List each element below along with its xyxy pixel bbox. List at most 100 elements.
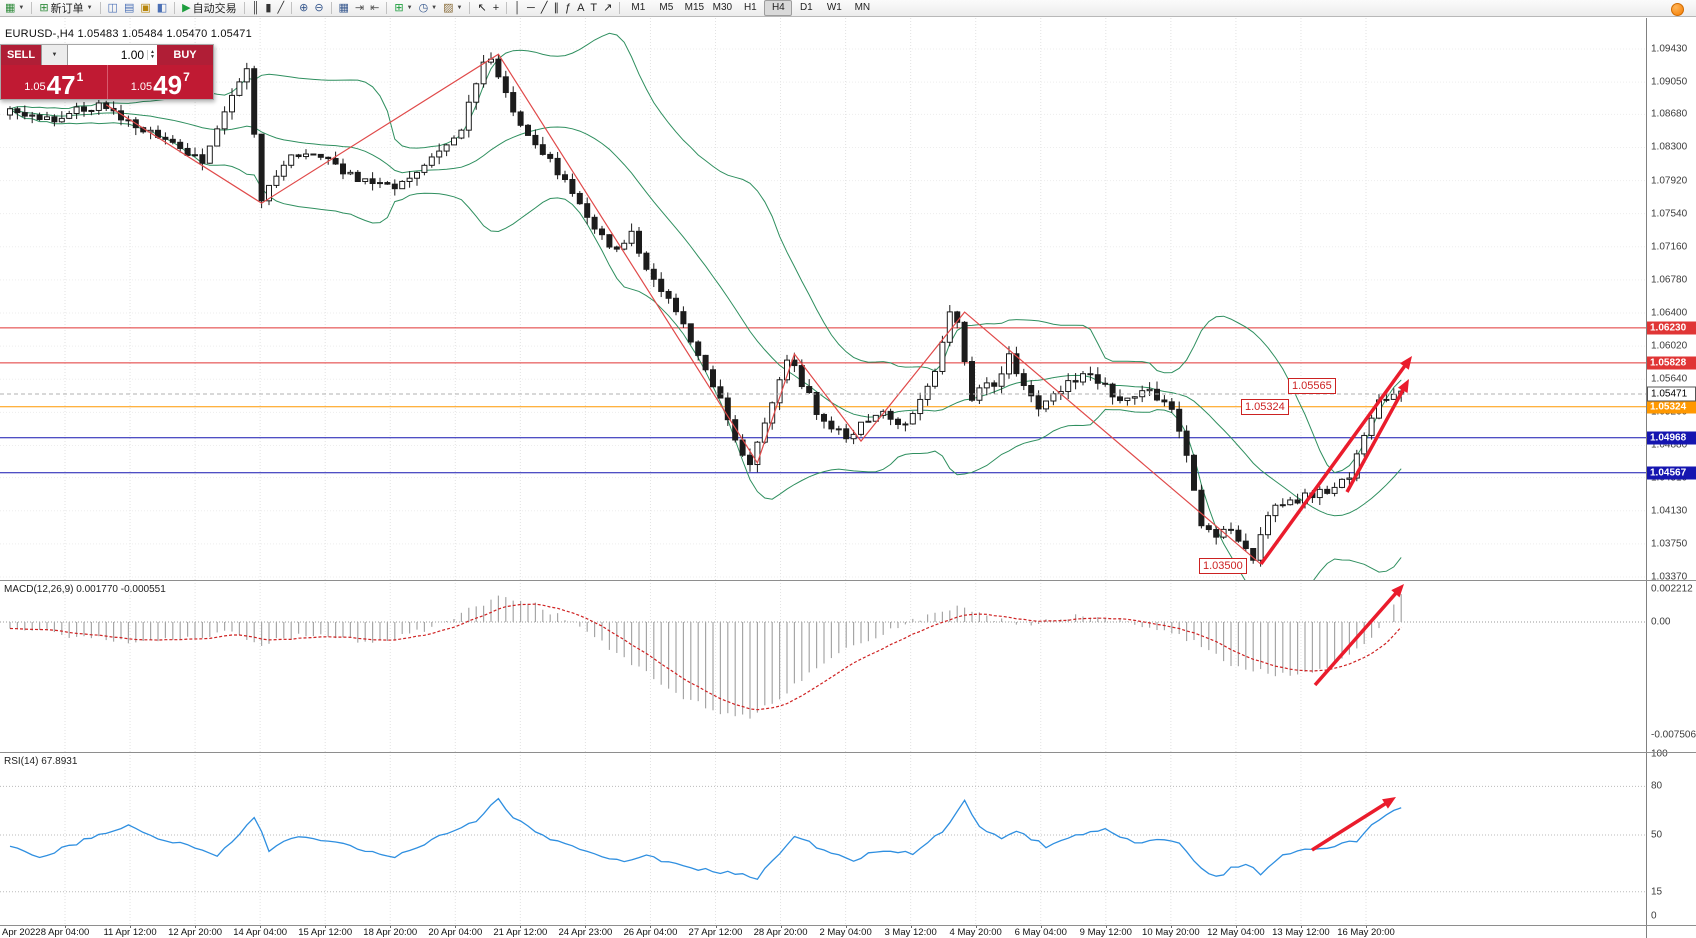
time-tick: [1235, 925, 1237, 928]
notification-icon[interactable]: [1671, 3, 1684, 16]
bollinger-middle-band[interactable]: [9, 108, 1402, 517]
indicators-icon[interactable]: ⊞ ▼: [391, 1, 415, 16]
time-tick-label: 4 May 20:00: [949, 927, 1002, 938]
auto-scroll-icon: ⇥: [354, 1, 365, 14]
zoom-out-icon[interactable]: ⊖: [311, 1, 326, 16]
candlestick-chart-icon[interactable]: ▮: [262, 1, 274, 16]
templates-icon[interactable]: ▨ ▼: [440, 1, 465, 16]
arrows-icon: ↗: [603, 1, 613, 14]
bid-big-digits: 47: [46, 70, 76, 100]
panel-splitter-macd[interactable]: [0, 580, 1696, 581]
toolbar-groups: ▦ ▼ ⊞ 新订单 ▼ ◫ ▤ ▣ ◧ ▶ 自动交易 ║ ▮ ╱ ⊕ ⊖ ▦ ⇥ ⇤ ⊞ ▼ ◷ ▼ ▨ ▼ ↖ + │ ─ ╱ ∥ ƒ A T ↗: [2, 0, 615, 16]
time-tick: [910, 925, 912, 928]
channel-icon[interactable]: ∥: [550, 1, 562, 16]
toolbar-separator: [291, 2, 293, 14]
time-tick-label: 3 May 12:00: [884, 927, 937, 938]
bollinger-lower-band[interactable]: [9, 108, 1402, 580]
toolbar-separator: [386, 2, 388, 14]
rsi-line[interactable]: [9, 797, 1402, 880]
bullish-arrow-1[interactable]: [1259, 356, 1412, 566]
auto-trading-button[interactable]: ▶ 自动交易: [179, 1, 239, 16]
price-tick-label: 1.06780: [1651, 274, 1688, 286]
templates-icon: ▨: [443, 1, 454, 14]
bar-chart-icon[interactable]: ║: [249, 1, 263, 16]
main-price-chart[interactable]: [0, 18, 1646, 580]
trendline-icon[interactable]: ╱: [538, 1, 551, 16]
timeframe-m1[interactable]: M1: [631, 2, 646, 13]
chart-shift-icon[interactable]: ⇤: [367, 1, 382, 16]
zigzag-trendline[interactable]: [105, 53, 1261, 565]
macd-axis-label: 0.00: [1651, 616, 1671, 628]
time-tick: [780, 925, 782, 928]
horizontal-line-icon[interactable]: ─: [524, 1, 538, 16]
time-tick-label: 26 Apr 04:00: [623, 927, 678, 938]
new-chart-icon[interactable]: ▦ ▼: [2, 1, 27, 16]
price-tick-label: 1.03750: [1651, 538, 1688, 550]
vertical-line-icon: │: [514, 1, 522, 14]
sell-button[interactable]: SELL: [1, 45, 41, 65]
price-axis[interactable]: 1.09430 1.09050 1.08680 1.08300 1.07920 1.075…: [1646, 18, 1696, 938]
timeframe-h4[interactable]: H4: [764, 0, 793, 16]
new-order-button-label: 新订单: [50, 3, 84, 15]
timeframe-d1[interactable]: D1: [799, 2, 813, 13]
text-icon: A: [577, 1, 585, 14]
chevron-down-icon: ▼: [86, 5, 93, 11]
time-tick-label: 12 Apr 20:00: [168, 927, 223, 938]
volume-input[interactable]: 1.00 ▲ ▼: [68, 45, 157, 65]
rsi-axis-label: 50: [1651, 829, 1663, 841]
time-axis[interactable]: Apr 2022 8 Apr 04:00 11 Apr 12:00 12 Apr 20…: [0, 925, 1646, 938]
zoom-in-icon[interactable]: ⊕: [296, 1, 311, 16]
price-annotation-label[interactable]: 1.03500: [1199, 557, 1247, 574]
price-annotation-label[interactable]: 1.05324: [1241, 398, 1289, 415]
profiles-icon: ◫: [107, 1, 118, 14]
panel-splitter-rsi[interactable]: [0, 752, 1696, 753]
market-watch-icon[interactable]: ▣: [137, 1, 153, 16]
timeframe-w1[interactable]: W1: [826, 2, 842, 13]
macd-indicator-panel[interactable]: [0, 580, 1646, 752]
timeframe-mn[interactable]: MN: [854, 2, 871, 13]
timeframe-h1[interactable]: H1: [743, 2, 757, 13]
vertical-line-icon[interactable]: │: [511, 1, 524, 16]
profiles-icon[interactable]: ◫: [105, 1, 121, 16]
toolbar-separator: [99, 2, 101, 14]
timeframe-m15[interactable]: M15: [684, 2, 705, 13]
time-tick-label: 16 May 20:00: [1337, 927, 1395, 938]
buy-button[interactable]: BUY: [157, 45, 213, 65]
label-icon[interactable]: T: [587, 1, 600, 16]
rsi-axis-label: 80: [1651, 780, 1663, 792]
cursor-icon[interactable]: ↖: [474, 1, 489, 16]
rsi-bullish-arrow[interactable]: [1311, 797, 1396, 852]
tile-windows-icon[interactable]: ▦: [336, 1, 352, 16]
candlestick-chart-icon: ▮: [265, 1, 272, 14]
bullish-arrow-2[interactable]: [1345, 379, 1409, 493]
timeframe-m30[interactable]: M30: [712, 2, 733, 13]
navigator-icon[interactable]: ◧: [154, 1, 170, 16]
line-chart-icon[interactable]: ╱: [274, 1, 287, 16]
time-tick-label: 11 Apr 12:00: [103, 927, 157, 938]
time-tick: [650, 925, 652, 928]
crosshair-icon[interactable]: +: [490, 1, 502, 16]
toolbar-group: ║ ▮ ╱: [249, 0, 287, 16]
arrows-icon[interactable]: ↗: [600, 1, 615, 16]
price-annotation-label[interactable]: 1.05565: [1288, 377, 1336, 394]
macd-bullish-arrow[interactable]: [1313, 584, 1404, 687]
timeframe-m5[interactable]: M5: [659, 2, 674, 13]
toolbar-separator: [243, 2, 245, 14]
auto-scroll-icon[interactable]: ⇥: [352, 1, 367, 16]
time-tick: [1300, 925, 1302, 928]
macd-signal-line[interactable]: [9, 603, 1402, 711]
bid-price-button[interactable]: 1.05 47 1: [1, 65, 108, 99]
periods-icon[interactable]: ◷ ▼: [416, 1, 441, 16]
new-order-button[interactable]: ⊞ 新订单 ▼: [36, 1, 95, 16]
time-tick: [390, 925, 392, 928]
fibonacci-icon[interactable]: ƒ: [562, 1, 574, 16]
symbol-ohlc-info: EURUSD-,H4 1.05483 1.05484 1.05470 1.054…: [5, 28, 252, 40]
data-window-icon[interactable]: ▤: [121, 1, 137, 16]
rsi-indicator-panel[interactable]: [0, 752, 1646, 925]
volume-stepper[interactable]: ▲ ▼: [147, 50, 155, 60]
price-tick-label: 1.07540: [1651, 208, 1688, 220]
volume-dropdown[interactable]: ▼: [41, 45, 68, 65]
ask-price-button[interactable]: 1.05 49 7: [107, 65, 213, 99]
text-icon[interactable]: A: [574, 1, 587, 16]
